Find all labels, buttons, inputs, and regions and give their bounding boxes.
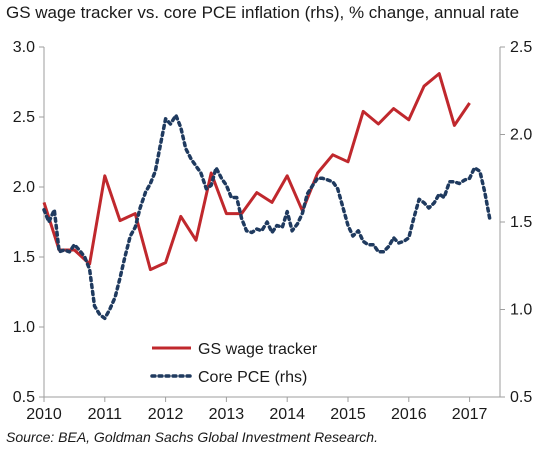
y-right-tick-label: 1.5 bbox=[510, 214, 532, 231]
x-tick-label: 2012 bbox=[148, 406, 184, 423]
y-left-tick-label: 0.5 bbox=[13, 389, 35, 406]
y-right-tick-label: 0.5 bbox=[510, 389, 532, 406]
y-left-tick-label: 2.0 bbox=[13, 179, 35, 196]
y-right-tick-label: 2.5 bbox=[510, 39, 532, 56]
y-left-tick-label: 1.0 bbox=[13, 319, 35, 336]
y-right-tick-label: 2.0 bbox=[510, 127, 532, 144]
x-tick-label: 2017 bbox=[452, 406, 488, 423]
wage-tracker-line bbox=[42, 72, 471, 272]
core-pce-line bbox=[42, 113, 492, 321]
x-tick-label: 2013 bbox=[209, 406, 245, 423]
y-left-tick-label: 1.5 bbox=[13, 249, 35, 266]
chart-title: GS wage tracker vs. core PCE inflation (… bbox=[6, 3, 520, 22]
x-tick-label: 2015 bbox=[330, 406, 366, 423]
source-note: Source: BEA, Goldman Sachs Global Invest… bbox=[6, 429, 378, 445]
x-tick-label: 2011 bbox=[88, 406, 123, 423]
legend-label-wage: GS wage tracker bbox=[198, 341, 318, 358]
y-left-tick-label: 3.0 bbox=[13, 39, 35, 56]
x-tick-label: 2016 bbox=[391, 406, 427, 423]
y-left-tick-label: 2.5 bbox=[13, 109, 35, 126]
y-right-tick-label: 1.0 bbox=[510, 302, 532, 319]
x-tick-label: 2010 bbox=[26, 406, 62, 423]
legend-label-pce: Core PCE (rhs) bbox=[198, 369, 307, 386]
x-tick-label: 2014 bbox=[269, 406, 305, 423]
